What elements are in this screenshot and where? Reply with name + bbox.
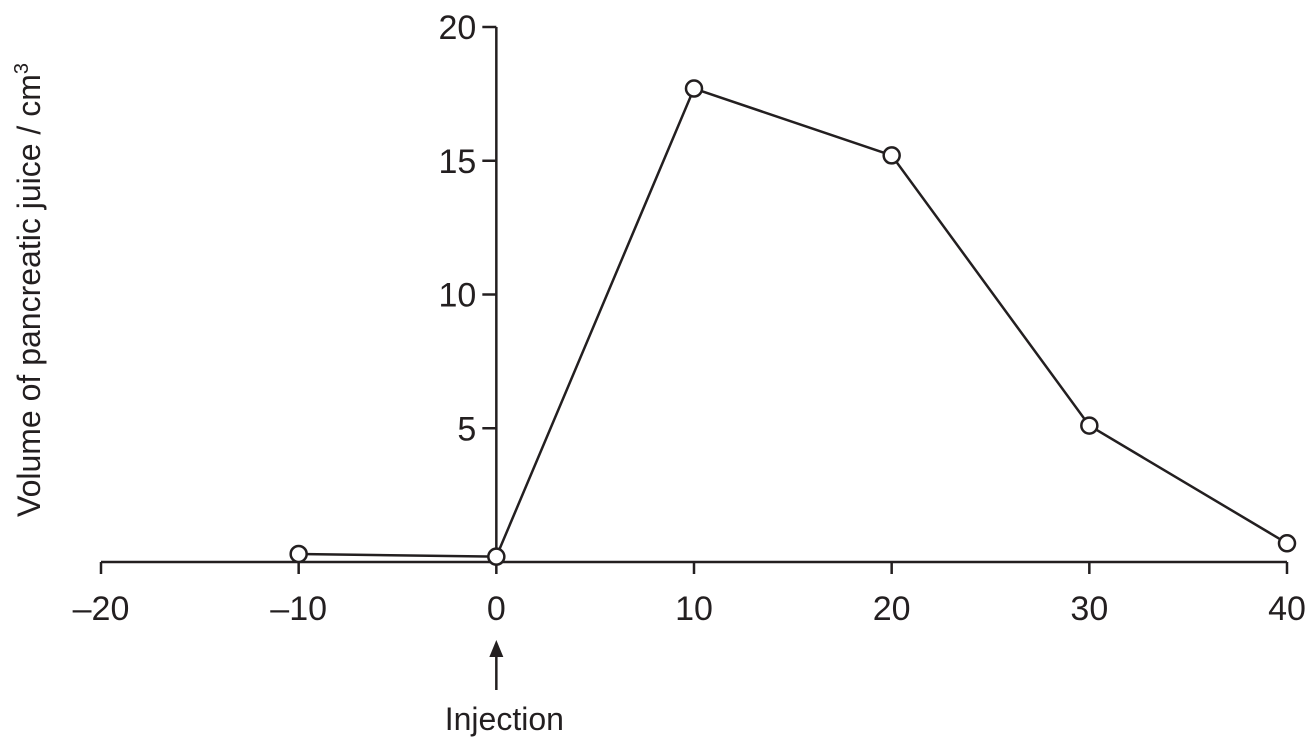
injection-arrow-head [489,640,504,657]
series-line [298,86,1288,558]
x-tick-label: –10 [270,590,327,628]
y-axis-label: Volume of pancreatic juice / cm3 [11,63,47,517]
x-tick-label: 30 [1070,590,1108,628]
x-tick-label: –20 [73,590,130,628]
x-tick-label: 0 [487,590,506,628]
y-axis-label-text: Volume of pancreatic juice / cm [11,74,47,517]
x-tick-label: 40 [1268,590,1306,628]
data-point [684,79,704,98]
y-tick-label: 20 [439,9,477,47]
x-tick-label: 10 [675,590,713,628]
y-tick-label: 5 [457,410,476,448]
axes [101,27,1287,564]
data-point [882,146,901,165]
data-point [1080,416,1099,435]
y-axis-label-superscript: 3 [11,63,33,74]
injection-label: Injection [445,701,564,737]
data-point [487,547,506,566]
x-tick-label: 20 [873,590,911,628]
ticks: –20 –10 0 10 20 30 40 5 10 15 20 [73,9,1306,628]
data-point [1277,534,1297,553]
y-tick-label: 15 [439,143,477,181]
series [289,79,1297,566]
injection-annotation: Injection [445,640,564,737]
data-point [289,544,308,564]
y-tick-label: 10 [439,277,477,315]
